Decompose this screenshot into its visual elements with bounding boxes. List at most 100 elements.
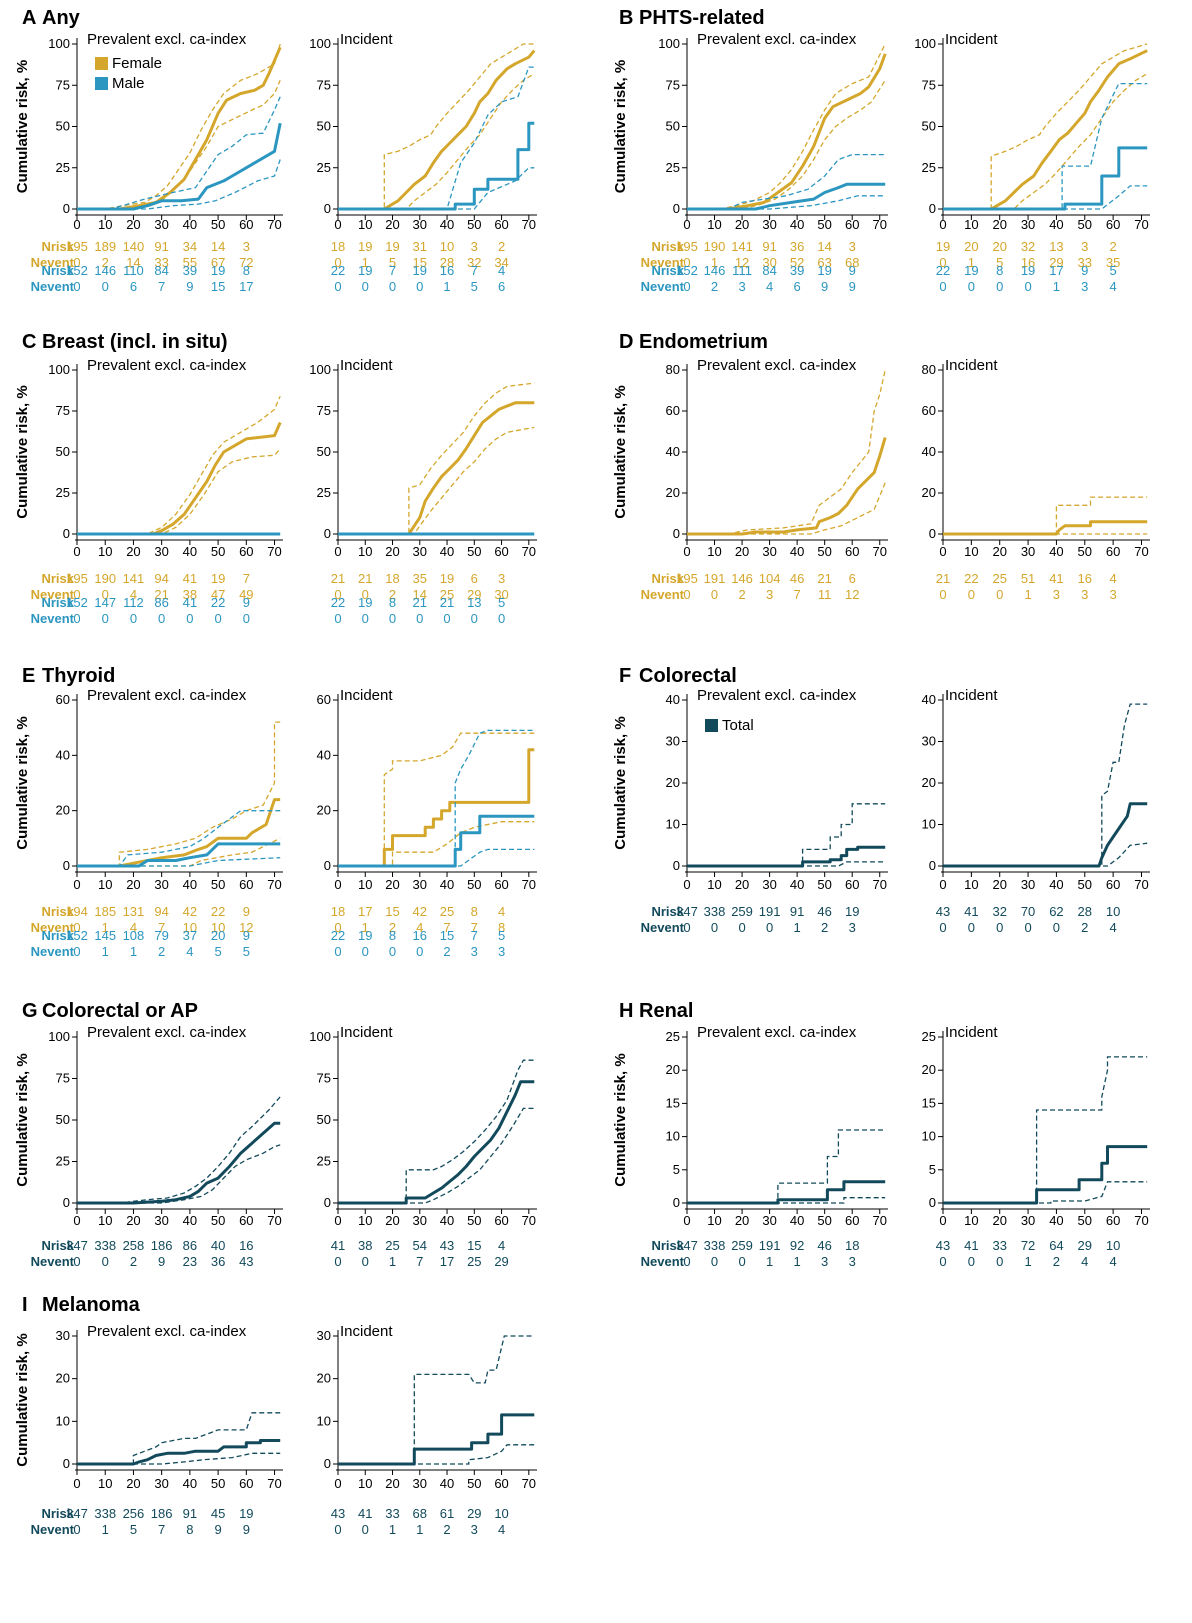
panel-title: Thyroid [42, 665, 115, 687]
nrisk-value: 146 [731, 571, 753, 586]
nevent-value: 0 [766, 920, 773, 935]
nevent-value: 9 [821, 279, 828, 294]
y-tick-label: 0 [929, 526, 936, 541]
x-tick-label: 30 [762, 217, 776, 232]
y-tick-label: 10 [666, 817, 680, 832]
nevent-value: 33 [154, 255, 168, 270]
ci-hi-male [687, 153, 886, 210]
nevent-value: 5 [130, 1522, 137, 1537]
nevent-value: 32 [467, 255, 481, 270]
y-tick-label: 40 [922, 444, 936, 459]
nrisk-value: 79 [154, 928, 168, 943]
y-axis-label: Cumulative risk, % [14, 1053, 31, 1186]
nevent-value: 1 [102, 1522, 109, 1537]
x-tick-label: 0 [334, 877, 341, 892]
nevent-value: 0 [939, 255, 946, 270]
nrisk-value: 33 [992, 1238, 1006, 1253]
nrisk-value: 28 [1078, 904, 1092, 919]
nevent-value: 1 [362, 255, 369, 270]
nevent-value: 1 [711, 255, 718, 270]
y-tick-label: 100 [309, 362, 331, 377]
y-tick-label: 75 [922, 77, 936, 92]
subplot-title: Incident [340, 357, 393, 374]
y-tick-label: 75 [56, 77, 70, 92]
nrisk-value: 51 [1021, 571, 1035, 586]
nrisk-value: 6 [849, 571, 856, 586]
subplot-title: Incident [340, 1024, 393, 1041]
x-tick-label: 70 [873, 877, 887, 892]
ci-hi-female [943, 43, 1148, 210]
y-tick-label: 50 [317, 119, 331, 134]
nevent-value: 0 [939, 1254, 946, 1269]
x-tick-label: 50 [1078, 217, 1092, 232]
nrisk-value: 338 [704, 904, 726, 919]
nrisk-value: 256 [123, 1506, 145, 1521]
nevent-value: 7 [471, 920, 478, 935]
nrisk-value: 17 [1049, 263, 1063, 278]
nevent-value: 47 [211, 587, 225, 602]
nevent-value: 0 [73, 279, 80, 294]
ci-hi-total [338, 1335, 535, 1465]
nrisk-value: 8 [471, 904, 478, 919]
nrisk-value: 190 [704, 239, 726, 254]
nevent-value: 2 [821, 920, 828, 935]
ci-hi-male [338, 729, 535, 867]
nrisk-value: 46 [817, 1238, 831, 1253]
nrisk-value: 10 [1106, 1238, 1120, 1253]
ci-hi-male [943, 82, 1148, 210]
nrisk-value: 41 [358, 1506, 372, 1521]
nrisk-label: Nrisk [41, 928, 74, 943]
panel-title: Renal [639, 1000, 693, 1022]
nrisk-value: 21 [817, 571, 831, 586]
nrisk-value: 112 [123, 595, 144, 610]
ci-hi-total [943, 1056, 1148, 1204]
nrisk-value: 9 [243, 595, 250, 610]
y-tick-label: 5 [673, 1162, 680, 1177]
nrisk-value: 72 [1021, 1238, 1035, 1253]
series-line-female [77, 46, 282, 211]
x-tick-label: 40 [183, 877, 197, 892]
y-tick-label: 25 [317, 160, 331, 175]
y-tick-label: 100 [658, 36, 680, 51]
y-tick-label: 0 [63, 858, 70, 873]
panel-letter: H [619, 1000, 633, 1022]
y-tick-label: 50 [666, 119, 680, 134]
nrisk-value: 338 [94, 1238, 116, 1253]
y-tick-label: 50 [56, 444, 70, 459]
nevent-value: 0 [683, 255, 690, 270]
series-line-female [687, 437, 887, 536]
x-tick-label: 50 [467, 544, 481, 559]
nrisk-value: 5 [1110, 263, 1117, 278]
legend-label-total: Total [722, 717, 754, 734]
series-line-male [77, 842, 281, 868]
nrisk-value: 141 [731, 239, 753, 254]
y-tick-label: 0 [673, 201, 680, 216]
nrisk-value: 13 [1049, 239, 1063, 254]
nevent-value: 1 [766, 1254, 773, 1269]
nrisk-value: 2 [1110, 239, 1117, 254]
y-tick-label: 40 [666, 692, 680, 707]
x-tick-label: 20 [126, 1213, 140, 1228]
panel-title: Melanoma [42, 1294, 141, 1316]
nevent-value: 4 [1110, 279, 1117, 294]
x-tick-label: 10 [358, 1213, 372, 1228]
y-tick-label: 25 [922, 160, 936, 175]
nrisk-value: 41 [331, 1238, 345, 1253]
nevent-value: 0 [498, 611, 505, 626]
nevent-value: 0 [158, 611, 165, 626]
nevent-value: 4 [130, 920, 137, 935]
nrisk-value: 19 [211, 263, 225, 278]
series-line-female [77, 798, 281, 868]
nevent-label: Nevent [31, 279, 75, 294]
nevent-value: 1 [102, 944, 109, 959]
nevent-value: 0 [939, 279, 946, 294]
nevent-value: 14 [126, 255, 140, 270]
ci-hi-female [338, 732, 535, 867]
y-tick-label: 75 [317, 77, 331, 92]
nrisk-value: 152 [66, 595, 88, 610]
y-tick-label: 25 [666, 160, 680, 175]
nrisk-value: 194 [66, 904, 88, 919]
x-tick-label: 40 [440, 217, 454, 232]
